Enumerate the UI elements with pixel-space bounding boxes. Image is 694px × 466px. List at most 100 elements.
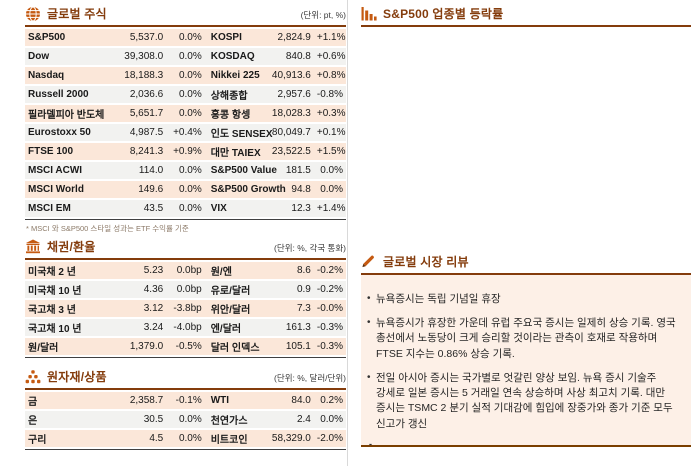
cell: 0.0% [166,181,205,198]
cell: MSCI EM [25,200,112,217]
cell: -0.8% [313,86,346,103]
cell: +0.9% [166,143,205,160]
cell: 8.6 [268,262,314,279]
cell: 84.0 [268,392,314,409]
globe-icon [25,6,41,22]
cell: 0.0% [313,162,346,179]
left-column: 글로벌 주식 (단위: pt, %) S&P500 5,537.0 0.0% KOSP… [25,5,346,450]
cell: 94.8 [268,181,314,198]
cell: 2,824.9 [268,29,314,46]
cell: 43.5 [111,200,167,217]
cell: +0.3% [313,105,346,122]
cell: Nikkei 225 [204,67,269,84]
cell: 58,329.0 [268,430,314,447]
cell: 0.0bp [166,281,205,298]
table-row: 국고채 3 년 3.12 -3.8bp 위안/달러 7.3 -0.0% [25,300,346,317]
cell: 0.0% [166,105,205,122]
cell: 39,308.0 [111,48,167,65]
cell: 40,913.6 [268,67,314,84]
cell: 천연가스 [204,411,269,428]
cell: 0.0% [166,48,205,65]
cell: 2.4 [268,411,314,428]
cell: -4.0bp [166,319,205,336]
sector-chart-area-empty [361,27,691,253]
cell: -3.8bp [166,300,205,317]
cell: 4,987.5 [111,124,167,141]
review-bullet: 전일 아시아 증시는 국가별로 엇갈린 양상 보임. 뉴욕 증시 기술주 강세로… [367,371,683,432]
column-divider [347,0,348,466]
cell: 금 [25,392,112,409]
cell: 유로/달러 [204,281,269,298]
table-row: FTSE 100 8,241.3 +0.9% 대만 TAIEX 23,522.5 +1.5… [25,143,346,160]
cell: 0.0% [166,67,205,84]
cell: S&P500 Growth [204,181,286,198]
cell: +0.1% [313,124,346,141]
table-row: Nasdaq 18,188.3 0.0% Nikkei 225 40,913.6 +0.8… [25,67,346,84]
cell: +0.6% [313,48,346,65]
global-equity-unit: (단위: pt, %) [300,10,346,20]
review-header: 글로벌 시장 리뷰 [361,253,691,275]
cell: +1.1% [313,29,346,46]
cell: 0.0% [166,162,205,179]
cell: FTSE 100 [25,143,112,160]
commodity-table: 금 2,358.7 -0.1% WTI 84.0 0.2% 은 30.5 0.0% 천연가스 2.4… [25,390,346,450]
cell: KOSDAQ [204,48,269,65]
cell: MSCI ACWI [25,162,112,179]
cell: -0.1% [166,392,205,409]
cell: +1.4% [313,200,346,217]
review-bullet-list: 뉴욕증시는 독립 기념일 휴장뉴욕증시가 휴장한 가운데 유럽 주요국 증시는 … [367,292,683,441]
cell: 0.0% [166,411,205,428]
cell: 161.3 [268,319,314,336]
global-equity-title: 글로벌 주식 [47,7,107,21]
bond-fx-unit: (단위: %, 각국 통화) [274,243,346,253]
cell: 0.0bp [166,262,205,279]
cell: 국고채 10 년 [25,319,112,336]
cell: -2.0% [313,430,346,447]
cell: 달러 인덱스 [204,338,269,355]
commodity-unit: (단위: %, 달러/단위) [274,373,346,383]
cell: WTI [204,392,269,409]
cell: -0.3% [313,338,346,355]
table-row: 필라델피아 반도체 5,651.7 0.0% 홍콩 항셍 18,028.3 +0.3% [25,105,346,122]
cell: S&P500 [25,29,112,46]
cell: 0.0% [166,430,205,447]
sector-chart-header: S&P500 업종별 등락률 [361,5,691,27]
table-row: MSCI ACWI 114.0 0.0% S&P500 Value 181.5 0.0% [25,162,346,179]
cell: 미국채 10 년 [25,281,112,298]
cell: 18,028.3 [268,105,314,122]
table-row: MSCI EM 43.5 0.0% VIX 12.3 +1.4% [25,200,346,217]
cell: 4.36 [111,281,167,298]
bond-fx-title: 채권/환율 [47,240,96,254]
cell: 필라델피아 반도체 [25,105,112,122]
cell: 80,049.7 [268,124,314,141]
table-row: S&P500 5,537.0 0.0% KOSPI 2,824.9 +1.1% [25,29,346,46]
cell: 1,379.0 [111,338,167,355]
cell: 30.5 [111,411,167,428]
cell: 미국채 2 년 [25,262,112,279]
cell: Nasdaq [25,67,112,84]
cell: 105.1 [268,338,314,355]
cell: +0.4% [166,124,205,141]
table-row: Eurostoxx 50 4,987.5 +0.4% 인도 SENSEX 80,049.… [25,124,346,141]
cell: -0.5% [166,338,205,355]
table-row: 은 30.5 0.0% 천연가스 2.4 0.0% [25,411,346,428]
cell: -0.0% [313,300,346,317]
global-equity-table: S&P500 5,537.0 0.0% KOSPI 2,824.9 +1.1% Dow 39,… [25,27,346,220]
cell: 2,036.6 [111,86,167,103]
global-equity-header: 글로벌 주식 (단위: pt, %) [25,5,346,27]
cell: 7.3 [268,300,314,317]
cell: 0.0% [313,181,346,198]
cell: 구리 [25,430,112,447]
table-row: MSCI World 149.6 0.0% S&P500 Growth 94.8 0.0% [25,181,346,198]
review-title: 글로벌 시장 리뷰 [383,255,469,269]
cell: -0.2% [313,262,346,279]
commodity-header: 원자재/상품 (단위: %, 달러/단위) [25,368,346,390]
table-row: 금 2,358.7 -0.1% WTI 84.0 0.2% [25,392,346,409]
commodity-title: 원자재/상품 [47,370,107,384]
table-row: 국고채 10 년 3.24 -4.0bp 엔/달러 161.3 -0.3% [25,319,346,336]
bank-icon [25,239,41,255]
right-column: S&P500 업종별 등락률 글로벌 시장 리뷰 뉴욕증시는 독립 기념일 휴장… [361,5,691,448]
cell: 엔/달러 [204,319,269,336]
cell: 149.6 [111,181,167,198]
cell: +1.5% [313,143,346,160]
